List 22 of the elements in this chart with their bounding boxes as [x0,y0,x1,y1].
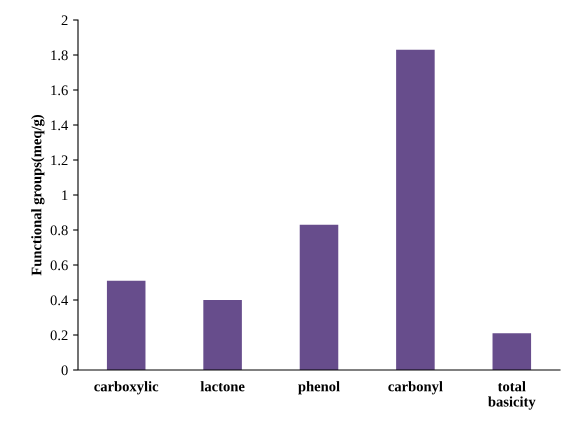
y-tick-label: 0.6 [50,260,68,270]
y-tick-label: 1.4 [51,120,68,130]
y-tick-label: 1.2 [51,155,68,166]
x-tick-label: carboxylic [94,381,158,394]
y-tick-label: 0 [62,365,68,376]
y-axis-title: Functional groups(meq/g) [31,114,44,276]
y-tick-label: 1.6 [51,85,68,96]
y-tick-label: 1.8 [51,50,68,60]
x-tick-label: phenol [298,381,340,394]
bar [396,50,435,370]
y-tick-label: 1 [62,190,68,200]
bar [106,280,146,370]
y-tick-label: 0.8 [50,225,68,236]
bar [492,333,532,370]
y-tick-label: 2 [62,15,68,26]
x-tick-label: lactone [200,381,244,392]
bar [300,224,338,370]
bar [203,300,242,370]
x-tick-label: carbonyl [388,381,443,394]
y-tick-label: 0.2 [50,330,68,340]
y-tick-label: 0.4 [50,295,68,306]
x-tick-label: total basicity [488,381,536,410]
